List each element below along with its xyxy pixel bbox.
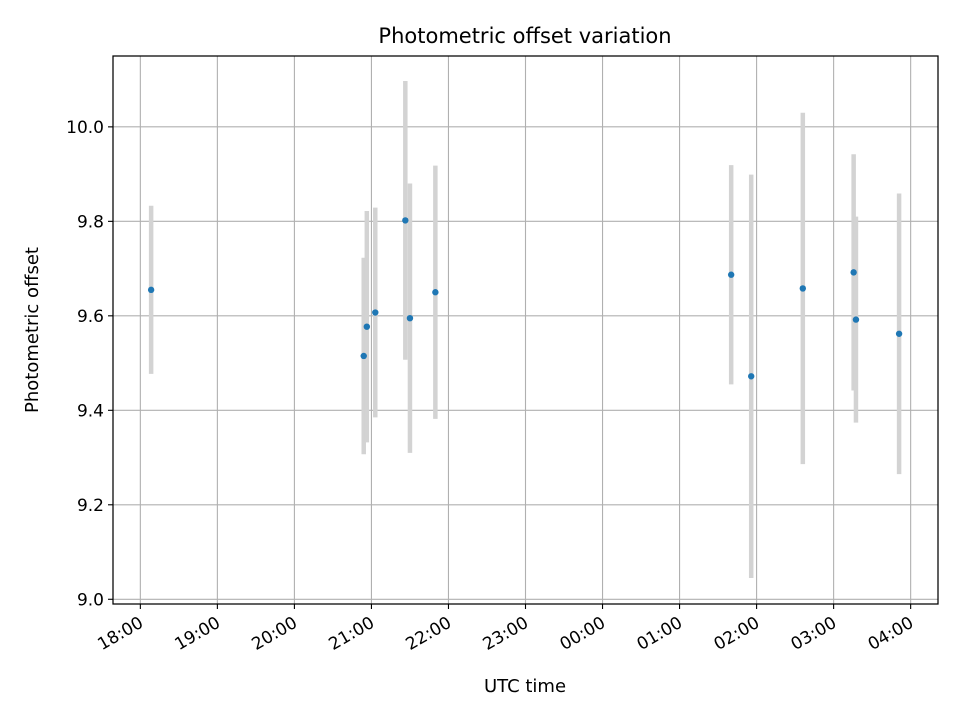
- y-tick-label: 9.0: [77, 590, 104, 610]
- y-tick-label: 9.8: [77, 212, 104, 232]
- grid: [113, 56, 938, 604]
- data-point: [402, 217, 409, 224]
- y-axis-label: Photometric offset: [22, 247, 43, 413]
- data-point: [727, 271, 735, 278]
- chart-title: Photometric offset variation: [378, 24, 671, 48]
- data-point: [432, 289, 439, 296]
- data-point: [360, 352, 367, 360]
- x-axis-label: UTC time: [484, 676, 566, 697]
- data-point: [895, 330, 903, 337]
- data-point: [406, 314, 414, 322]
- data-point: [748, 373, 755, 380]
- data-point: [147, 286, 155, 294]
- data-point: [799, 285, 807, 292]
- y-tick-label: 10.0: [66, 118, 104, 138]
- y-tick-label: 9.2: [77, 496, 104, 516]
- y-tick-label: 9.4: [77, 401, 104, 421]
- data-point: [372, 309, 379, 316]
- y-axis: 9.0 9.2 9.4 9.6 9.8 10.0: [66, 118, 113, 610]
- data-point: [363, 323, 371, 330]
- data-points: [147, 217, 903, 380]
- data-point: [850, 269, 857, 276]
- data-point: [852, 316, 860, 323]
- y-tick-label: 9.6: [77, 307, 104, 327]
